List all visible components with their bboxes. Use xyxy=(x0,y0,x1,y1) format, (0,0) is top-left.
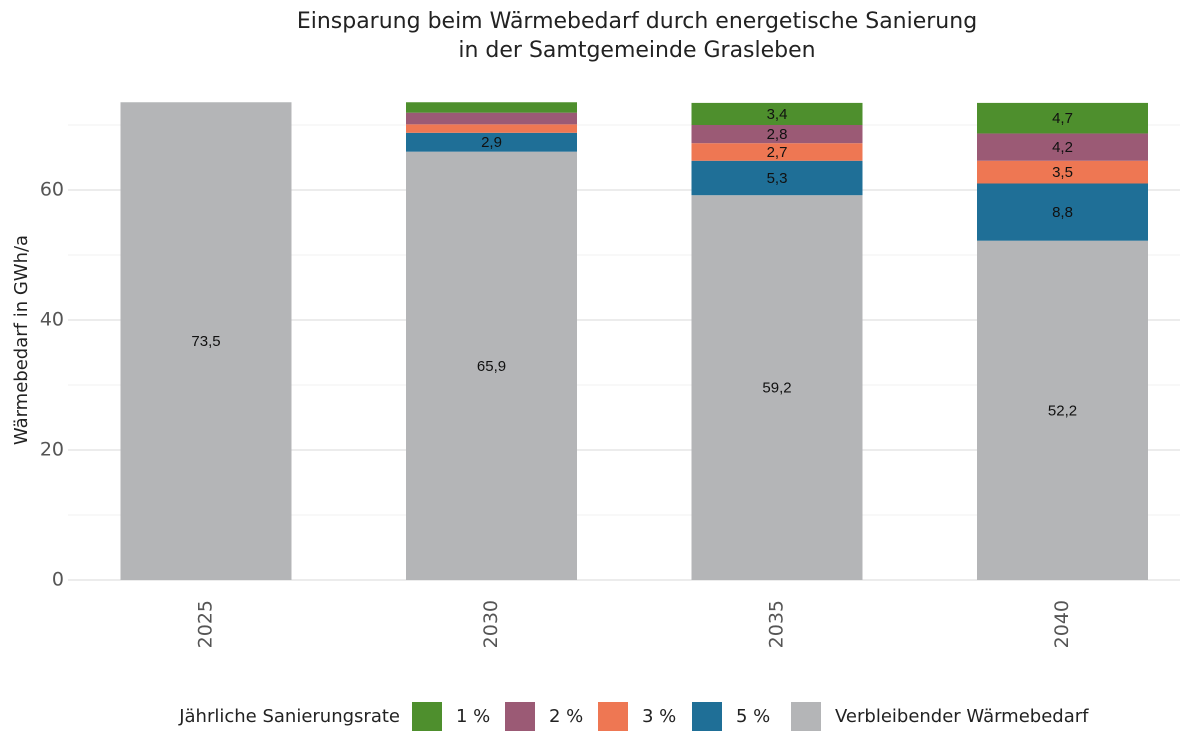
chart-title: in der Samtgemeinde Grasleben xyxy=(458,38,815,63)
data-label: 73,5 xyxy=(191,333,220,350)
bar-segment xyxy=(977,240,1148,580)
bar-segment xyxy=(691,160,863,196)
data-label: 2,7 xyxy=(767,144,788,161)
data-label: 5,3 xyxy=(767,170,788,187)
legend-swatch xyxy=(598,702,628,731)
legend-label: 3 % xyxy=(642,706,676,727)
x-tick-label: 2040 xyxy=(1051,600,1073,648)
data-label: 4,2 xyxy=(1052,139,1073,156)
bar-segment xyxy=(406,132,577,152)
bar-segment xyxy=(406,112,577,125)
x-tick-label: 2035 xyxy=(766,600,788,648)
data-label: 3,5 xyxy=(1052,164,1073,181)
bar-segment xyxy=(406,124,577,133)
data-label: 52,2 xyxy=(1048,402,1077,419)
x-tick-label: 2025 xyxy=(195,600,217,648)
bar-segment xyxy=(691,195,863,580)
bar-segment xyxy=(120,102,292,580)
data-label: 8,8 xyxy=(1052,204,1073,221)
data-label: 4,7 xyxy=(1052,110,1073,127)
bar-segment xyxy=(977,183,1148,241)
y-axis-title: Wärmebedarf in GWh/a xyxy=(11,235,32,445)
chart-title: Einsparung beim Wärmebedarf durch energe… xyxy=(297,9,977,34)
bar-segment xyxy=(691,143,863,161)
data-label: 2,9 xyxy=(481,134,502,151)
bar-segment xyxy=(406,151,577,580)
legend-swatch xyxy=(791,702,821,731)
y-tick-label: 20 xyxy=(40,439,64,461)
data-label: 65,9 xyxy=(477,358,506,375)
legend-swatch xyxy=(505,702,535,731)
bar-segment xyxy=(977,133,1148,161)
bar-segment xyxy=(691,102,863,125)
x-tick-label: 2030 xyxy=(480,600,502,648)
legend-label: Verbleibender Wärmebedarf xyxy=(835,706,1089,727)
legend-label: 1 % xyxy=(456,706,490,727)
bar-segment xyxy=(691,125,863,144)
data-label: 3,4 xyxy=(767,106,788,123)
y-tick-label: 40 xyxy=(40,309,64,331)
legend-title: Jährliche Sanierungsrate xyxy=(178,706,400,727)
y-tick-label: 60 xyxy=(40,179,64,201)
data-label: 2,8 xyxy=(767,126,788,143)
bar-segment xyxy=(977,102,1148,134)
legend-label: 2 % xyxy=(549,706,583,727)
bar-segment xyxy=(977,160,1148,184)
data-label: 59,2 xyxy=(762,380,791,397)
legend-swatch xyxy=(692,702,722,731)
legend-label: 5 % xyxy=(736,706,770,727)
bar-segment xyxy=(406,102,577,113)
legend-swatch xyxy=(412,702,442,731)
y-tick-label: 0 xyxy=(52,569,64,591)
